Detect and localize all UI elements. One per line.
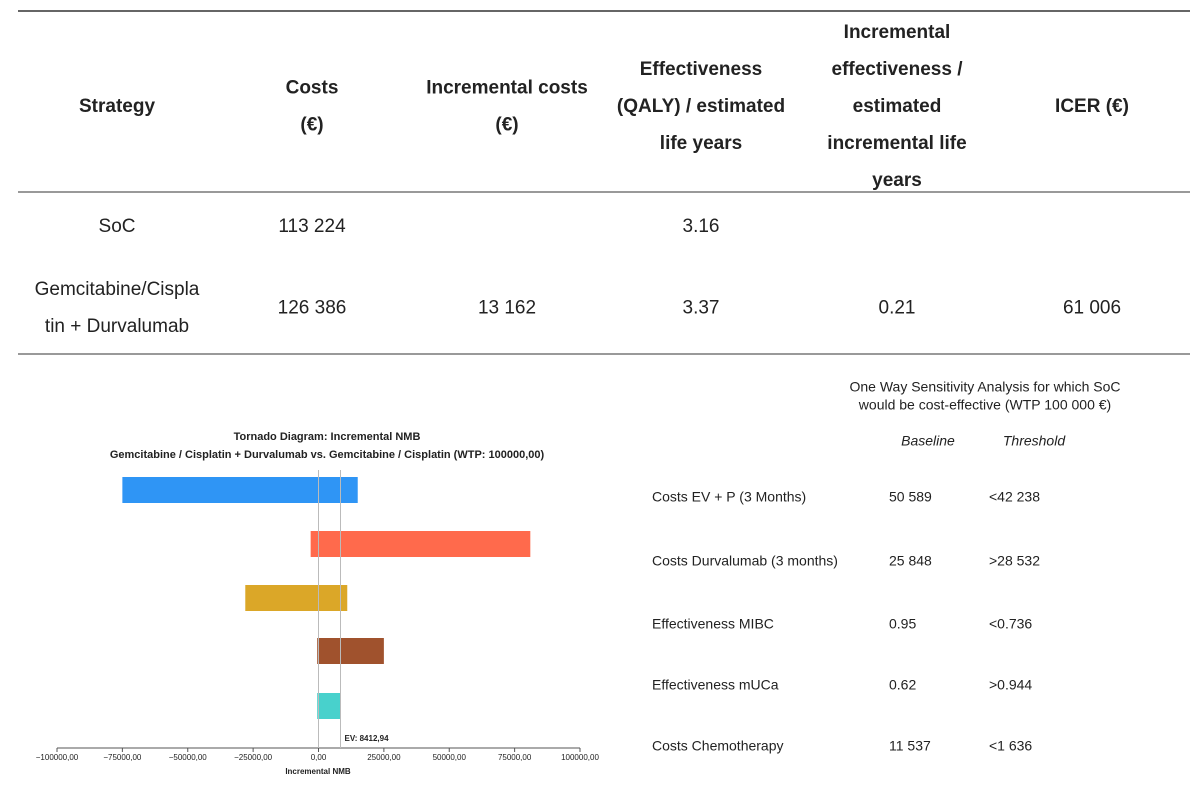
tornado-bar xyxy=(317,638,384,664)
sensitivity-title: would be cost-effective (WTP 100 000 €) xyxy=(858,397,1111,413)
table-cell: 126 386 xyxy=(278,298,347,319)
sensitivity-value: <42 238 xyxy=(989,489,1040,505)
column-header: years xyxy=(872,170,922,191)
tornado-bar xyxy=(317,693,341,719)
x-tick-label: 0,00 xyxy=(311,753,327,762)
table-cell: 13 162 xyxy=(478,298,536,319)
column-header: Incremental costs xyxy=(426,78,588,99)
chart-title: Tornado Diagram: Incremental NMB xyxy=(234,431,421,443)
column-header: ICER (€) xyxy=(1055,96,1129,117)
sensitivity-title: One Way Sensitivity Analysis for which S… xyxy=(849,379,1120,395)
table-cell: 3.16 xyxy=(683,216,720,237)
ev-label: EV: 8412,94 xyxy=(344,734,389,743)
column-header: incremental life xyxy=(827,133,966,154)
sensitivity-value: 11 537 xyxy=(889,738,931,754)
x-tick-label: −100000,00 xyxy=(36,753,79,762)
sensitivity-value: <1 636 xyxy=(989,738,1032,754)
column-header: (€) xyxy=(495,115,518,136)
sensitivity-value: 0.62 xyxy=(889,677,916,693)
column-header: estimated xyxy=(853,96,942,117)
column-header: effectiveness / xyxy=(832,59,964,80)
sensitivity-value: >0.944 xyxy=(989,677,1032,693)
table-cell: 3.37 xyxy=(683,298,720,319)
x-tick-label: 50000,00 xyxy=(433,753,467,762)
x-tick-label: −50000,00 xyxy=(169,753,208,762)
table-cell: 61 006 xyxy=(1063,298,1121,319)
sensitivity-value: 25 848 xyxy=(889,553,932,569)
sensitivity-value: <0.736 xyxy=(989,616,1032,632)
sensitivity-header: Baseline xyxy=(901,433,955,449)
x-tick-label: −25000,00 xyxy=(234,753,273,762)
x-tick-label: 75000,00 xyxy=(498,753,532,762)
column-header: life years xyxy=(660,133,742,154)
tornado-bar xyxy=(310,531,531,557)
column-header: Strategy xyxy=(79,96,155,117)
column-header: Effectiveness xyxy=(640,59,763,80)
sensitivity-label: Costs EV + P (3 Months) xyxy=(652,489,806,505)
column-header: (€) xyxy=(300,115,323,136)
sensitivity-label: Effectiveness MIBC xyxy=(652,616,774,632)
sensitivity-label: Effectiveness mUCa xyxy=(652,677,779,693)
column-header: (QALY) / estimated xyxy=(617,96,785,117)
x-tick-label: 25000,00 xyxy=(367,753,401,762)
row-label: Gemcitabine/Cispla xyxy=(35,279,200,300)
sensitivity-header: Threshold xyxy=(1003,433,1066,449)
column-header: Costs xyxy=(286,78,339,99)
row-label: SoC xyxy=(99,216,136,237)
sensitivity-value: 0.95 xyxy=(889,616,916,632)
sensitivity-label: Costs Durvalumab (3 months) xyxy=(652,553,838,569)
sensitivity-label: Costs Chemotherapy xyxy=(652,738,784,754)
x-tick-label: −75000,00 xyxy=(103,753,142,762)
tornado-bar xyxy=(122,477,358,503)
table-cell: 113 224 xyxy=(278,216,346,237)
sensitivity-value: >28 532 xyxy=(989,553,1040,569)
table-cell: 0.21 xyxy=(879,298,916,319)
x-tick-label: 100000,00 xyxy=(561,753,599,762)
column-header: Incremental xyxy=(844,22,951,43)
tornado-bar xyxy=(245,585,348,611)
row-label: tin + Durvalumab xyxy=(45,316,189,337)
chart-title: Gemcitabine / Cisplatin + Durvalumab vs.… xyxy=(110,449,545,461)
sensitivity-value: 50 589 xyxy=(889,489,932,505)
x-axis-title: Incremental NMB xyxy=(285,767,351,776)
